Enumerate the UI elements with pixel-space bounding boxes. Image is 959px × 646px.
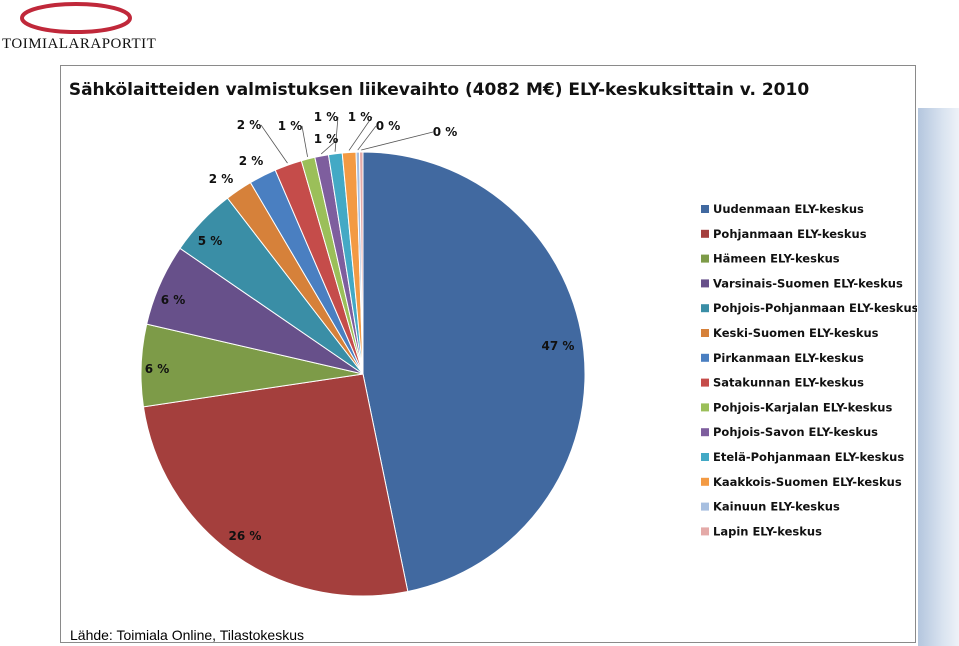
chart-frame: Sähkölaitteiden valmistuksen liikevaihto… (60, 65, 917, 643)
data-label-9: 1 % (278, 119, 303, 133)
chart-title: Sähkölaitteiden valmistuksen liikevaihto… (69, 80, 810, 100)
pie-slices (140, 151, 586, 597)
legend-swatch-8 (701, 378, 709, 387)
pie-slice-14 (359, 151, 364, 375)
logo-swoosh-icon (20, 2, 132, 34)
legend-swatch-9 (701, 403, 709, 412)
legend-label-1: Uudenmaan ELY-keskus (713, 202, 864, 216)
legend-label-2: Pohjanmaan ELY-keskus (713, 227, 867, 241)
legend-swatch-12 (701, 477, 709, 486)
data-label-10: 1 % (314, 132, 339, 146)
source-note: Lähde: Toimiala Online, Tilastokeskus (70, 627, 304, 643)
data-label-6: 2 % (209, 172, 234, 186)
data-label-12: 1 % (348, 110, 373, 124)
data-label-1: 47 % (542, 339, 575, 353)
logo: TOIMIALARAPORTIT (0, 0, 170, 60)
data-label-5: 5 % (198, 234, 223, 248)
legend-swatch-14 (701, 527, 709, 536)
legend-swatch-5 (701, 304, 709, 313)
leader-line-8 (260, 124, 288, 164)
data-label-13: 0 % (376, 119, 401, 133)
legend-swatch-3 (701, 254, 709, 263)
data-label-8: 2 % (237, 118, 262, 132)
legend-swatch-4 (701, 279, 709, 288)
leader-line-9 (301, 125, 308, 158)
leader-line-10 (320, 138, 339, 155)
legend-label-14: Lapin ELY-keskus (713, 524, 822, 538)
pie-slice-1 (362, 151, 586, 593)
legend-label-6: Keski-Suomen ELY-keskus (713, 326, 879, 340)
leader-lines (260, 116, 434, 164)
legend-label-13: Kainuun ELY-keskus (713, 500, 840, 514)
legend-swatch-13 (701, 502, 709, 511)
data-label-2: 26 % (229, 529, 262, 543)
side-decoration (918, 108, 959, 646)
leader-line-14 (361, 131, 434, 151)
data-label-3: 6 % (145, 362, 170, 376)
legend-swatch-10 (701, 428, 709, 437)
legend-swatch-1 (701, 205, 709, 213)
data-label-4: 6 % (161, 293, 186, 307)
data-label-7: 2 % (239, 154, 264, 168)
logo-text: TOIMIALARAPORTIT (2, 36, 157, 52)
legend-label-5: Pohjois-Pohjanmaan ELY-keskus (713, 301, 917, 315)
legend-label-3: Hämeen ELY-keskus (713, 252, 840, 266)
legend-label-11: Etelä-Pohjanmaan ELY-keskus (713, 450, 904, 464)
legend-swatch-7 (701, 353, 709, 362)
legend-label-8: Satakunnan ELY-keskus (713, 376, 864, 390)
legend-label-7: Pirkanmaan ELY-keskus (713, 351, 864, 365)
data-label-11: 1 % (314, 110, 339, 124)
leader-line-12 (348, 116, 373, 151)
data-label-14: 0 % (433, 125, 458, 139)
legend-label-12: Kaakkois-Suomen ELY-keskus (713, 475, 902, 489)
legend-swatch-6 (701, 329, 709, 337)
leader-line-13 (357, 125, 377, 151)
legend-label-10: Pohjois-Savon ELY-keskus (713, 425, 878, 439)
legend-label-9: Pohjois-Karjalan ELY-keskus (713, 400, 892, 414)
pie-slice-2 (142, 373, 409, 597)
data-labels: 47 %26 %6 %6 %5 %2 %2 %2 % 1 %1 %1 % 1 %0 … (145, 110, 575, 543)
legend-label-4: Varsinais-Suomen ELY-keskus (713, 276, 903, 290)
leader-line-11 (334, 116, 339, 152)
pie-chart: Sähkölaitteiden valmistuksen liikevaihto… (69, 80, 917, 597)
legend-swatch-11 (701, 453, 709, 461)
legend: Uudenmaan ELY-keskus Pohjanmaan ELY-kesku… (701, 202, 917, 538)
legend-swatch-2 (701, 229, 709, 238)
